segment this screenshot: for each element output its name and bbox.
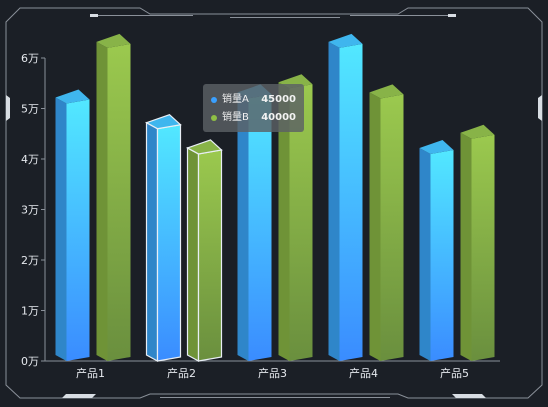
bar-a-5[interactable] [419, 139, 454, 361]
y-tick-label: 1万 [21, 305, 39, 318]
frame-accent-right-tab [538, 95, 542, 121]
frame-accent-top-right-line [350, 15, 448, 16]
x-tick-label: 产品5 [440, 366, 469, 380]
x-axis: 产品1 产品2 产品3 产品4 产品5 [45, 360, 500, 380]
bar-top-face [96, 33, 131, 48]
frame-accent-top-left-line [98, 15, 193, 16]
tooltip: 销量A 45000 销量B 40000 [203, 84, 304, 132]
bar-a-4[interactable] [328, 33, 363, 362]
bar-side-face [278, 82, 290, 362]
tooltip-row-b: 销量B 40000 [211, 110, 296, 126]
y-tick-label: 0万 [21, 355, 39, 368]
bar-top-face [186, 139, 223, 155]
bar-front-face [66, 99, 90, 361]
bar-side-face [237, 92, 249, 362]
bar-side-face [96, 41, 108, 362]
frame-accents [6, 14, 542, 398]
frame-accent-bottom-right [452, 394, 486, 398]
bar-side-face [460, 132, 472, 361]
y-tick-label: 3万 [21, 204, 39, 217]
tooltip-value-a: 45000 [261, 94, 296, 105]
y-tick-label: 5万 [21, 103, 39, 116]
bar-front-face [471, 134, 495, 361]
bar-a-2[interactable] [145, 114, 182, 363]
bar-b-1[interactable] [96, 33, 131, 362]
bar-top-face [460, 124, 495, 139]
bar-side-face [186, 146, 200, 363]
tooltip-name-b: 销量B [222, 112, 249, 123]
bar-side-face [419, 147, 431, 361]
frame-outline [5, 7, 543, 399]
bar-b-3[interactable] [278, 74, 313, 362]
bar-top-face [55, 89, 90, 104]
frame-decoration [5, 7, 543, 399]
bar-side-face [369, 92, 381, 362]
bar-side-face [328, 41, 340, 362]
tooltip-name-a: 销量A [222, 94, 249, 105]
bar-front-face [156, 123, 182, 362]
bar-side-face [145, 121, 159, 363]
frame-accent-bottom-center [160, 397, 390, 398]
bar-a-1[interactable] [55, 89, 90, 361]
bar-front-face [380, 94, 404, 362]
bar-b-4[interactable] [369, 84, 404, 362]
frame-accent-left-tab [6, 95, 10, 121]
bar-side-face [55, 97, 67, 361]
bar-front-face [289, 84, 313, 362]
bar-b-5[interactable] [460, 124, 495, 361]
x-tick-label: 产品1 [76, 366, 105, 380]
frame-accent-top-center [230, 17, 340, 18]
x-tick-label: 产品3 [258, 366, 287, 380]
bar-front-face [197, 149, 223, 362]
tooltip-value-b: 40000 [261, 112, 296, 123]
bar-top-face [328, 33, 363, 48]
bar-front-face [339, 43, 363, 362]
bar-top-face [145, 114, 182, 130]
bar-front-face [430, 149, 454, 361]
frame-accent-bottom-left [62, 394, 96, 398]
bar-top-face [369, 84, 404, 99]
frame-accent-top-right [448, 14, 456, 17]
y-tick-label: 2万 [21, 254, 39, 267]
bar-front-face [107, 43, 131, 362]
tooltip-row-a: 销量A 45000 [211, 92, 296, 108]
y-tick-label: 6万 [21, 52, 39, 65]
frame-accent-top-left [90, 14, 98, 17]
y-axis: 0万 1万 2万 3万 4万 5万 6万 [21, 52, 46, 368]
bar-front-face [248, 94, 272, 362]
tooltip-dot-a [211, 97, 217, 103]
bar-b-2[interactable] [186, 139, 223, 363]
bar-top-face [419, 139, 454, 154]
x-tick-label: 产品2 [167, 366, 196, 380]
tooltip-dot-b [211, 115, 217, 121]
x-tick-label: 产品4 [349, 366, 378, 380]
y-tick-label: 4万 [21, 153, 39, 166]
bar-series [55, 33, 495, 363]
